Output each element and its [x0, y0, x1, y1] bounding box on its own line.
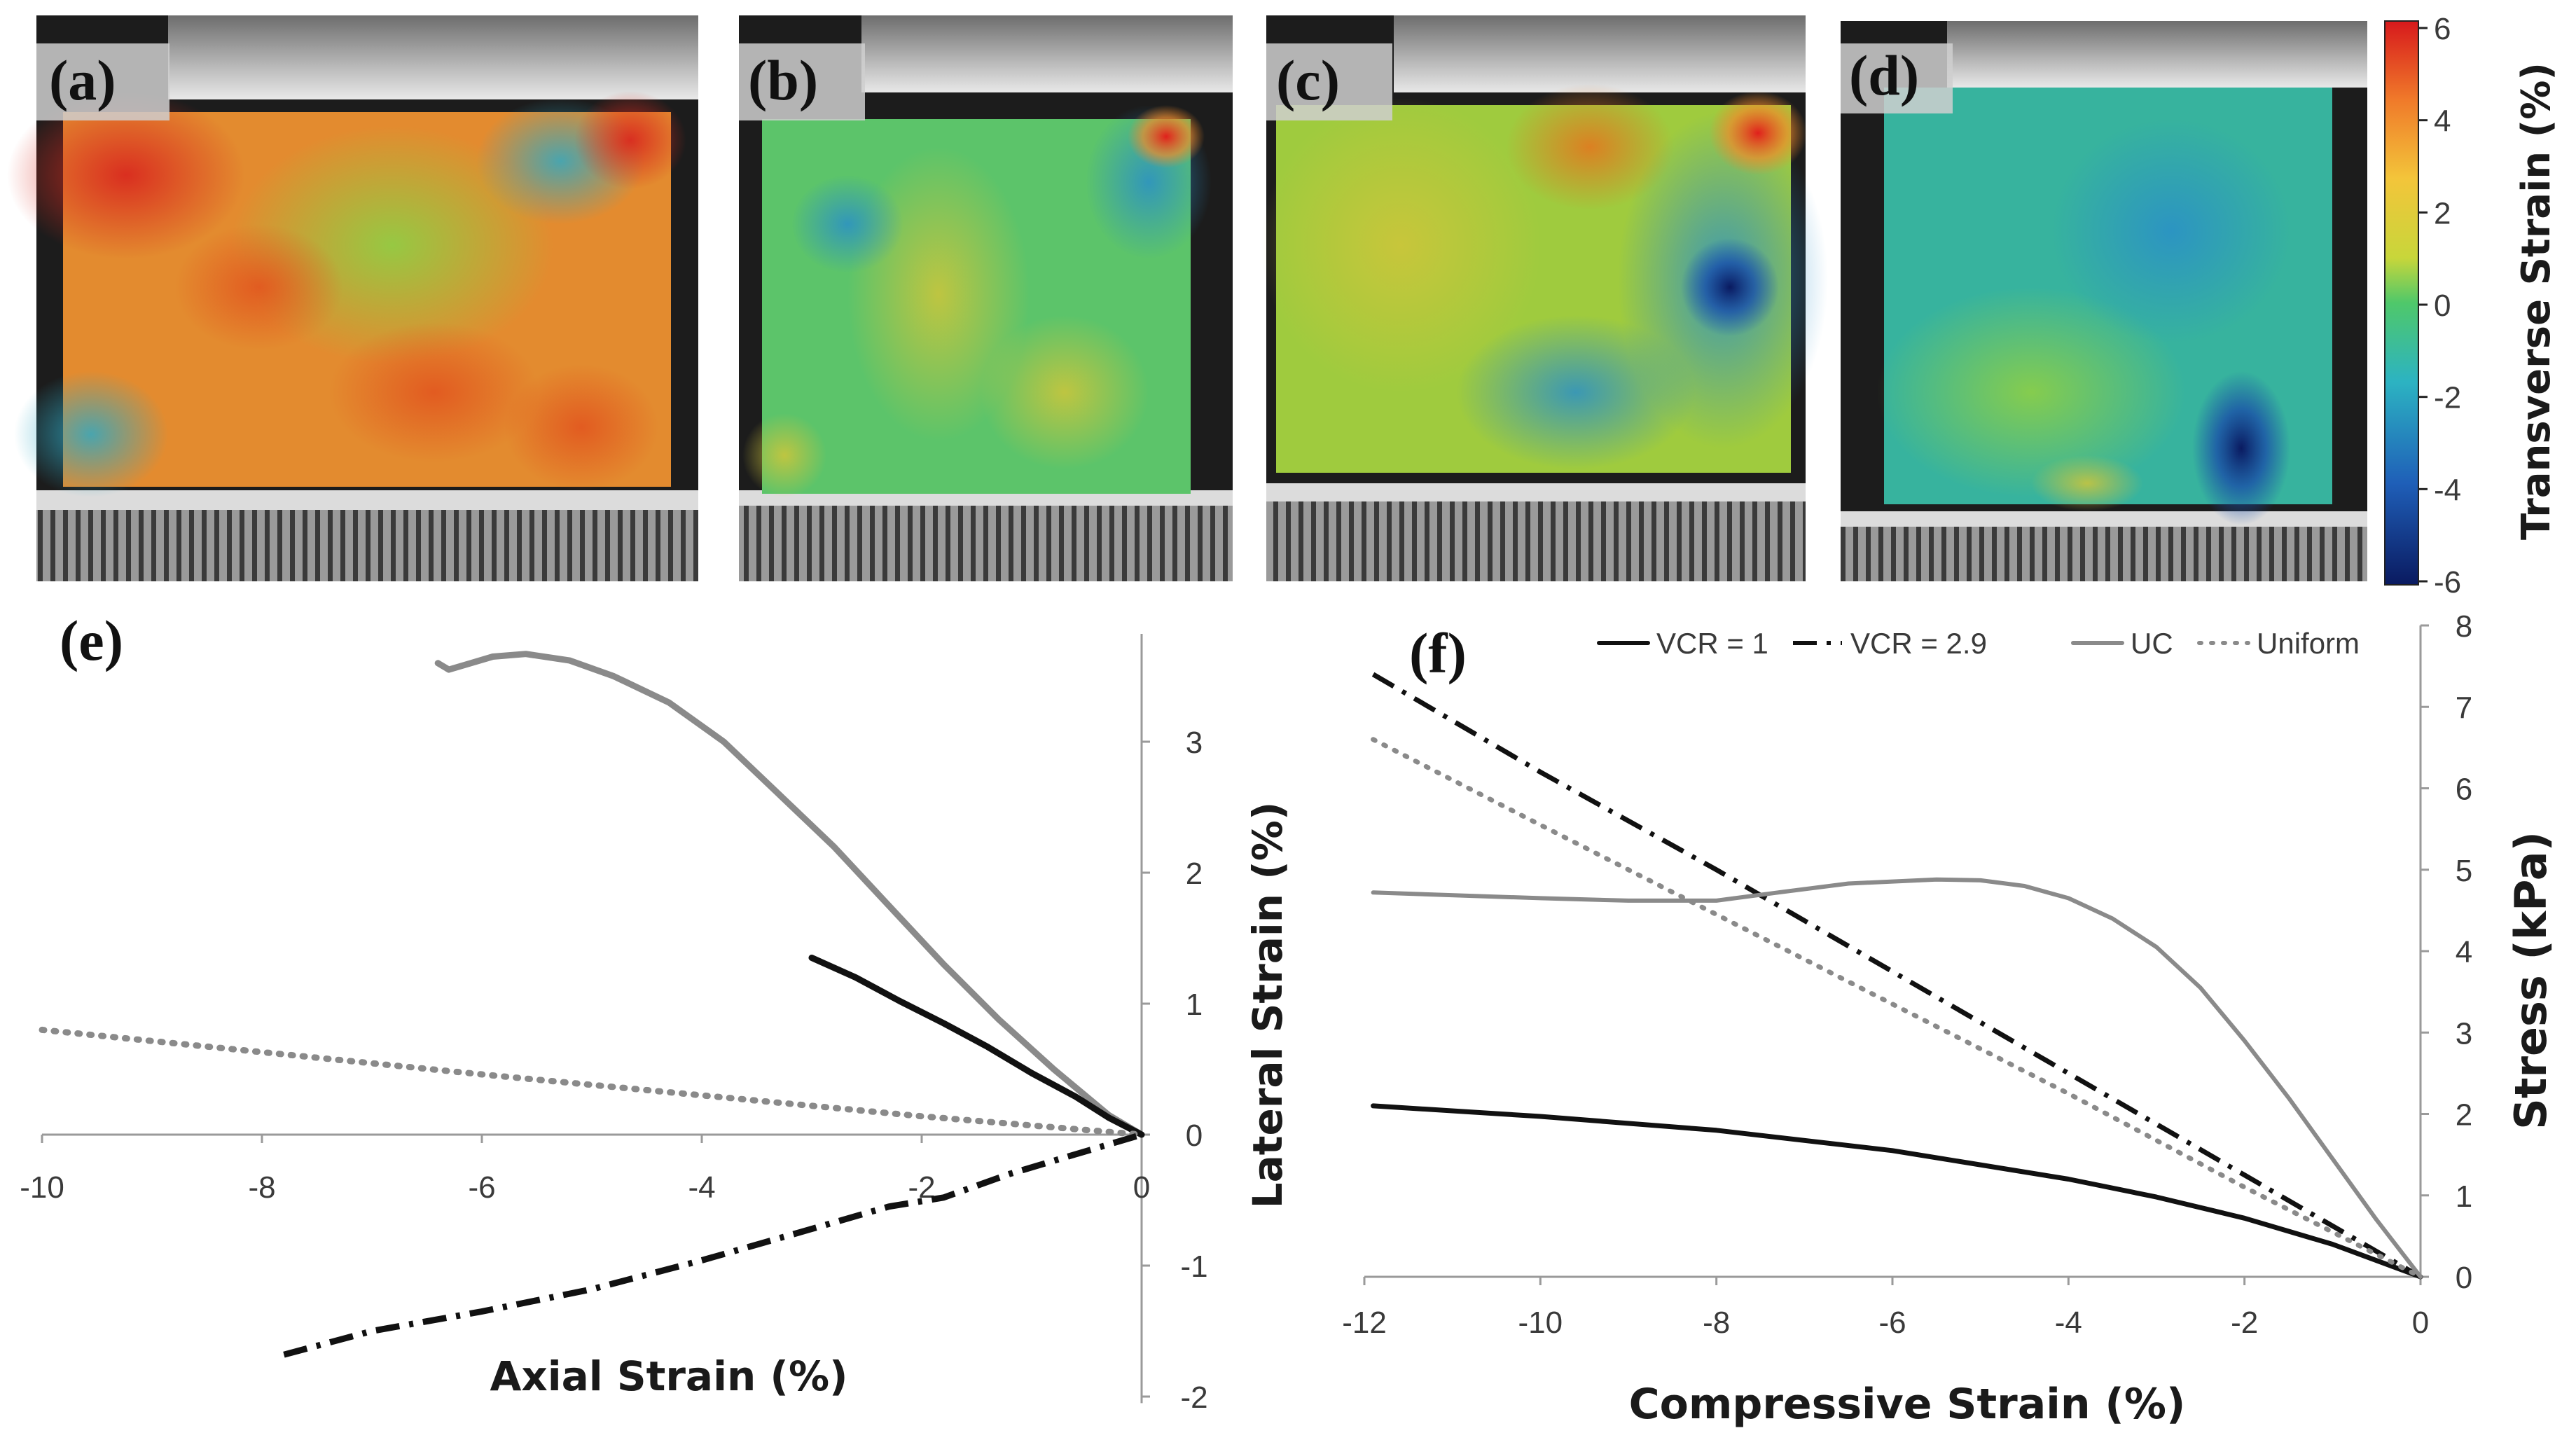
chart-e-series-uc: [434, 651, 1145, 1138]
colorbar-tick-label: 4: [2434, 104, 2451, 139]
chart-f-series-vcr-2-9: [1371, 672, 2422, 1280]
chart-e-ylabel: Lateral Strain (%): [1244, 802, 1292, 1209]
chart-f-xtick-label: 0: [2412, 1306, 2429, 1340]
chart-f-ytick-label: 1: [2456, 1179, 2472, 1214]
strain-map-d: (d): [1841, 21, 2367, 581]
colorbar-tick-label: -6: [2434, 565, 2461, 600]
chart-e-ytick-label: 3: [1186, 726, 1203, 760]
chart-f-ytick-label: 4: [2456, 935, 2472, 969]
chart-f-ytick-label: 6: [2456, 773, 2472, 807]
chart-e-ytick-label: 0: [1186, 1119, 1203, 1153]
chart-f-xtick-label: -2: [2231, 1306, 2258, 1340]
chart-f-ytick-label: 3: [2456, 1016, 2472, 1051]
colorbar-tick-label: -2: [2434, 381, 2461, 415]
chart-f-ytick-label: 7: [2456, 691, 2472, 725]
panel-label-c: (c): [1276, 48, 1340, 112]
chart-f-xtick-label: -8: [1703, 1306, 1730, 1340]
legend-label: UC: [2131, 627, 2173, 660]
chart-e-xtick-label: 0: [1133, 1170, 1150, 1205]
colorbar-tick-label: 2: [2434, 196, 2451, 230]
chart-f-xlabel: Compressive Strain (%): [1629, 1380, 2186, 1429]
colorbar: 6 4 2 0 -2 -4 -6 Transverse Strain (%): [2384, 12, 2559, 600]
panel-label-e: (e): [60, 609, 123, 672]
colorbar-label: Transverse Strain (%): [2514, 62, 2559, 540]
chart-e-xtick-label: -4: [688, 1170, 715, 1205]
chart-f-series-uniform: [1371, 737, 2423, 1280]
chart-e-xlabel: Axial Strain (%): [490, 1352, 847, 1400]
chart-f-xtick-label: -12: [1342, 1306, 1387, 1340]
chart-e-xtick-label: -6: [468, 1170, 495, 1205]
chart-e-series-vcr-2-9: [283, 1131, 1143, 1358]
legend-label: VCR = 1: [1656, 627, 1768, 660]
chart-e-xtick-label: -8: [248, 1170, 275, 1205]
strain-map-a: (a): [7, 15, 698, 581]
chart-e-ytick-label: -1: [1180, 1249, 1207, 1284]
chart-e-ytick-label: 1: [1186, 988, 1203, 1022]
panel-label-f: (f): [1409, 621, 1467, 685]
chart-e-ytick-label: -2: [1180, 1380, 1207, 1415]
chart-e-ytick-label: 2: [1186, 857, 1203, 891]
colorbar-tick-label: -4: [2434, 473, 2461, 507]
colorbar-tick-label: 6: [2434, 12, 2451, 46]
strain-map-c: (c): [1261, 15, 1828, 581]
strain-map-b: (b): [739, 15, 1233, 581]
chart-f-ytick-label: 0: [2456, 1261, 2472, 1295]
chart-f-ytick-label: 5: [2456, 854, 2472, 888]
panel-label-b: (b): [748, 48, 818, 112]
chart-f-xtick-label: -4: [2055, 1306, 2082, 1340]
legend-label: Uniform: [2257, 627, 2360, 660]
chart-f-xtick-label: -6: [1878, 1306, 1906, 1340]
chart-f-legend: VCR = 1 VCR = 2.9 UC Uniform: [1597, 627, 2360, 660]
chart-f-ytick-label: 2: [2456, 1098, 2472, 1133]
chart-f-series-uc: [1371, 877, 2423, 1279]
chart-e-series-uniform: [39, 1026, 1145, 1138]
chart-e-series-vcr-1: [808, 955, 1145, 1138]
chart-f-series-vcr-1: [1371, 1103, 2423, 1280]
legend-label: VCR = 2.9: [1850, 627, 1987, 660]
colorbar-tick-label: 0: [2434, 289, 2451, 323]
chart-e-xtick-label: -10: [20, 1170, 64, 1205]
panel-label-a: (a): [49, 48, 116, 112]
chart-f-xtick-label: -10: [1518, 1306, 1563, 1340]
chart-f-ytick-label: 8: [2456, 609, 2472, 644]
panel-label-d: (d): [1849, 43, 1919, 107]
chart-f-ylabel: Stress (kPa): [2505, 831, 2556, 1130]
